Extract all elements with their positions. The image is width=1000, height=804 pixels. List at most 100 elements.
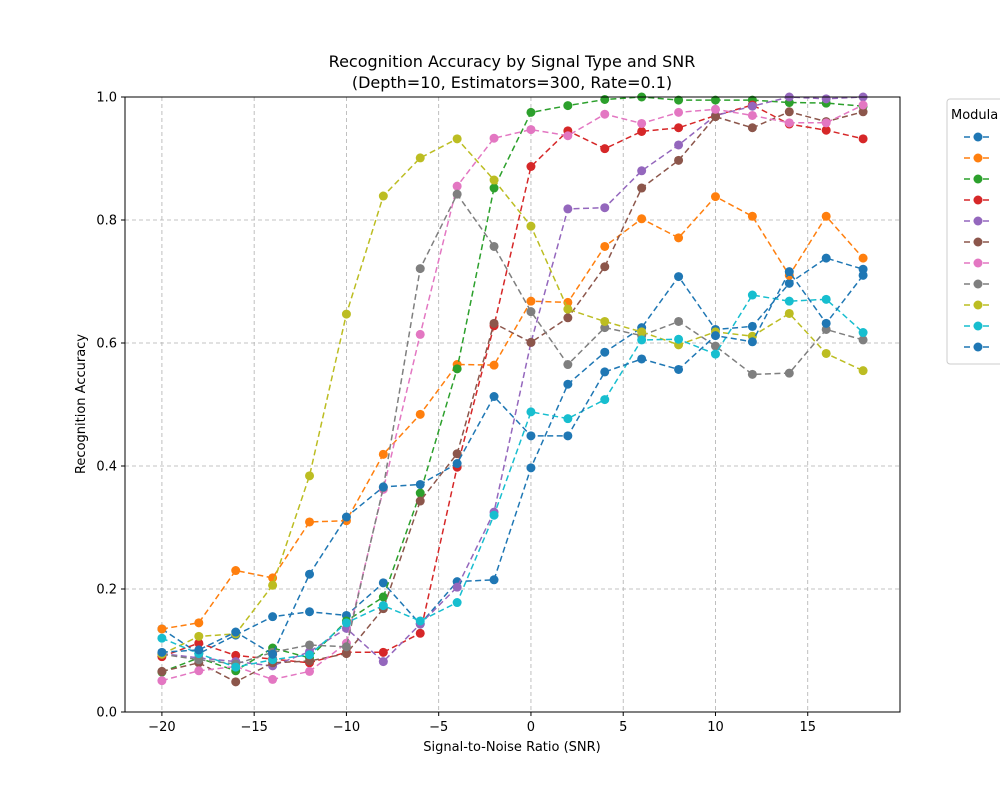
series-6-point (157, 666, 167, 676)
series-6-line (161, 111, 864, 683)
series-10-point (563, 414, 573, 424)
series-4-point (415, 628, 425, 638)
series-1-line (161, 257, 864, 655)
series-7-point (305, 666, 315, 676)
series-11 (157, 267, 868, 659)
x-tick-label: −15 (240, 720, 267, 735)
series-1-point (489, 575, 499, 585)
series-10-point (674, 334, 684, 344)
series-10-point (710, 349, 720, 359)
series-7-point (637, 118, 647, 128)
series-8-point (526, 307, 536, 317)
series-4 (157, 100, 868, 668)
series-9-point (858, 366, 868, 376)
series-5-point (821, 94, 831, 104)
series-8-point (600, 323, 610, 333)
series-5-point (452, 582, 462, 592)
series-5-point (563, 204, 573, 214)
series-10-line (161, 294, 864, 668)
series-3-point (378, 592, 388, 602)
series-5-point (674, 140, 684, 150)
series-6-point (784, 107, 794, 117)
series-9-point (821, 348, 831, 358)
series-8-point (305, 640, 315, 650)
series-8-point (452, 189, 462, 199)
series-6-point (600, 262, 610, 272)
series-6-point (526, 337, 536, 347)
x-tick-label: −5 (429, 720, 448, 735)
series-9-point (341, 309, 351, 319)
series-11-point (858, 270, 868, 280)
series-9-point (194, 631, 204, 641)
series-1-point (821, 253, 831, 263)
series-2-line (161, 195, 864, 630)
series-7-point (563, 131, 573, 141)
series-11-point (747, 337, 757, 347)
series-2-point (674, 233, 684, 243)
y-tick-label: 0.8 (96, 214, 117, 229)
series-7-point (489, 133, 499, 143)
series-8-point (784, 368, 794, 378)
series-7-point (194, 666, 204, 676)
series-11-point (157, 647, 167, 657)
series-8-point (341, 642, 351, 652)
series-11-point (821, 318, 831, 328)
series-9-point (784, 308, 794, 318)
series-2-point (489, 360, 499, 370)
series-11-point (600, 367, 610, 377)
series-8-line (161, 192, 864, 665)
series-1-point (784, 278, 794, 288)
y-tick-label: 0.4 (96, 460, 117, 475)
legend-box (946, 98, 1000, 365)
legend-marker-8 (973, 279, 983, 289)
series-4-line (161, 104, 864, 664)
series-9-point (637, 327, 647, 337)
series-9-point (600, 316, 610, 326)
series-8-point (415, 264, 425, 274)
grid-lines (125, 96, 900, 713)
series-9-point (268, 580, 278, 590)
series-5-line (161, 96, 864, 667)
legend-marker-9 (973, 300, 983, 310)
x-tick-label: −20 (148, 720, 175, 735)
series-5-point (600, 203, 610, 213)
series-10-point (784, 296, 794, 306)
series-1-point (747, 321, 757, 331)
legend-marker-5 (973, 216, 983, 226)
series-2-point (637, 214, 647, 224)
series-6-point (674, 155, 684, 165)
series-2-point (710, 192, 720, 202)
series-6-point (563, 313, 573, 323)
series-7-point (268, 674, 278, 684)
series-10-point (747, 290, 757, 300)
series-8-point (489, 241, 499, 251)
series-9 (157, 134, 868, 659)
series-4-point (600, 144, 610, 154)
series-11-point (784, 267, 794, 277)
series-10-point (600, 395, 610, 405)
series-7-point (415, 329, 425, 339)
series-6-point (415, 496, 425, 506)
series-10-point (526, 407, 536, 417)
series-10-point (378, 601, 388, 611)
series-8-point (563, 360, 573, 370)
series-7-point (784, 118, 794, 128)
series-7-point (858, 100, 868, 110)
series-2-point (231, 566, 241, 576)
series-10-point (305, 650, 315, 660)
legend-marker-4 (973, 195, 983, 205)
x-tick-label: 0 (527, 720, 535, 735)
series-5-point (637, 166, 647, 176)
series-10-point (231, 662, 241, 672)
series-11-point (637, 354, 647, 364)
series-3-point (526, 107, 536, 117)
series-9-point (305, 471, 315, 481)
series-9-point (563, 304, 573, 314)
y-tick-label: 0.2 (96, 583, 117, 598)
legend-marker-2 (973, 153, 983, 163)
series-8-point (194, 655, 204, 665)
series-3-point (415, 488, 425, 498)
series-2-point (378, 449, 388, 459)
